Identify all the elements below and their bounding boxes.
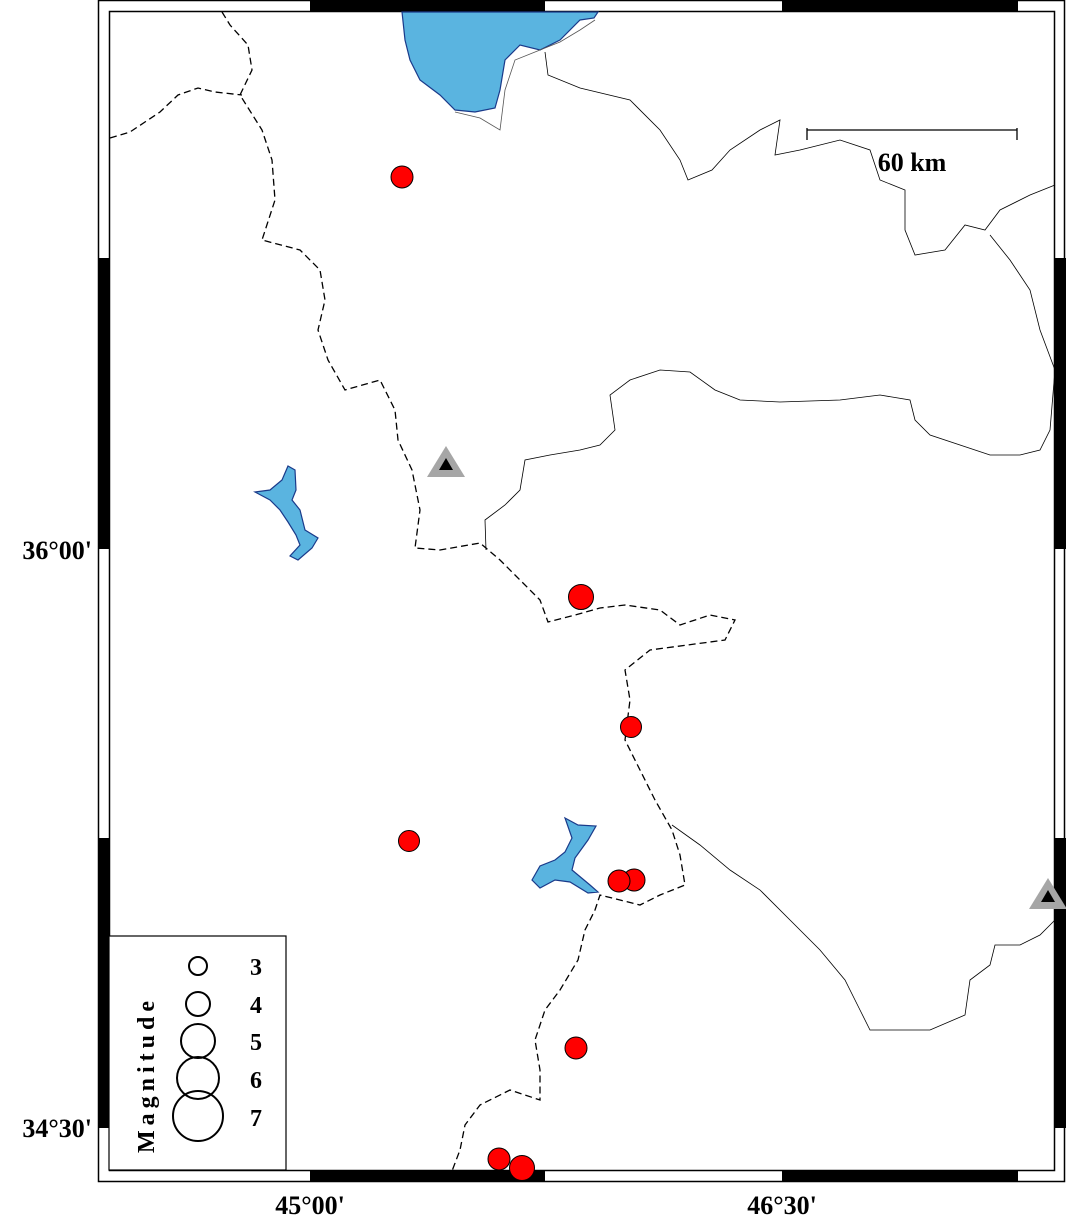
earthquake-event[interactable] [564, 1036, 588, 1060]
station-marker[interactable] [427, 446, 465, 477]
scale-bar-label: 60 km [878, 148, 947, 177]
station-marker[interactable] [1029, 878, 1066, 909]
earthquake-event[interactable] [509, 1155, 535, 1181]
stations [427, 446, 1066, 909]
lon-label: 45°00' [275, 1191, 345, 1220]
earthquake-event[interactable] [390, 165, 414, 189]
reservoir-west [253, 465, 319, 561]
water-bodies [253, 11, 600, 894]
provincial-boundaries [484, 51, 1056, 1031]
legend-title: Magnitude [134, 996, 160, 1153]
earthquake-event[interactable] [398, 830, 420, 852]
earthquake-event[interactable] [487, 1147, 511, 1171]
earthquake-event[interactable] [620, 716, 642, 738]
legend-label: 3 [250, 955, 262, 981]
earthquake-events [390, 165, 646, 1181]
lat-label: 34°30' [22, 1114, 92, 1143]
west-border [109, 87, 243, 139]
legend-label: 5 [250, 1030, 262, 1056]
borders [109, 11, 1056, 1172]
legend-circle-4 [185, 991, 211, 1017]
legend-label: 6 [250, 1068, 262, 1094]
scale-bar: 60 km [806, 128, 1018, 177]
border-coast [454, 19, 596, 131]
lon-label: 46°30' [747, 1191, 817, 1220]
lake-north [401, 11, 600, 113]
magnitude-legend: Magnitude 3 4 5 6 7 [108, 935, 287, 1171]
legend-circle-6 [176, 1056, 220, 1100]
legend-label: 4 [250, 993, 262, 1019]
legend-label: 7 [250, 1106, 262, 1132]
reservoir-south [531, 816, 600, 894]
lat-label: 36°00' [22, 536, 92, 565]
earthquake-event[interactable] [568, 584, 594, 610]
international-border [221, 11, 736, 1172]
legend-circle-7 [172, 1090, 224, 1142]
legend-circle-3 [188, 956, 208, 976]
earthquake-event[interactable] [607, 869, 631, 893]
